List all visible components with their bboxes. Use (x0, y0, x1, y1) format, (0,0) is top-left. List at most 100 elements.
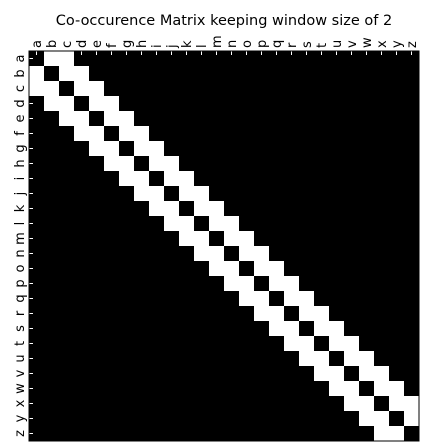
heatmap-cell-q-m (209, 291, 225, 307)
heatmap-cell-n-r (284, 246, 300, 262)
heatmap-cell-o-y (389, 261, 405, 277)
heatmap-cell-b-y (389, 66, 405, 82)
heatmap-cell-e-v (344, 111, 360, 127)
heatmap-cell-d-c (59, 96, 75, 112)
heatmap-cell-s-y (389, 321, 405, 337)
x-tick-label-t: t (315, 43, 330, 48)
heatmap-cell-x-h (134, 396, 150, 412)
heatmap-cell-f-y (389, 126, 405, 142)
heatmap-cell-d-s (299, 96, 315, 112)
heatmap-cell-n-m (209, 246, 225, 262)
heatmap-cell-r-l (194, 306, 210, 322)
heatmap-cell-j-k (179, 186, 195, 202)
heatmap-cell-a-j (164, 51, 180, 67)
heatmap-cell-z-l (194, 426, 210, 442)
heatmap-cell-y-u (329, 411, 345, 427)
heatmap-cell-c-i (149, 81, 165, 97)
heatmap-cell-k-v (344, 201, 360, 217)
heatmap-cell-l-c (59, 216, 75, 232)
heatmap-cell-u-l (194, 351, 210, 367)
heatmap-cell-z-q (269, 426, 285, 442)
heatmap-cell-o-q (269, 261, 285, 277)
heatmap-cell-d-v (344, 96, 360, 112)
heatmap-cell-r-d (74, 306, 90, 322)
chart-title: Co-occurence Matrix keeping window size … (56, 13, 392, 29)
heatmap-cell-g-u (329, 141, 345, 157)
heatmap-cell-h-c (59, 156, 75, 172)
heatmap-cell-s-h (134, 321, 150, 337)
heatmap-cell-e-f (104, 111, 120, 127)
heatmap-cell-m-z (404, 231, 420, 247)
heatmap-cell-j-y (389, 186, 405, 202)
heatmap-cell-v-m (209, 366, 225, 382)
heatmap-cell-m-x (374, 231, 390, 247)
y-tick-label-l: l (13, 222, 28, 226)
x-tick-label-q: q (270, 40, 285, 48)
heatmap-cell-g-k (179, 141, 195, 157)
heatmap-cell-z-r (284, 426, 300, 442)
heatmap-cell-p-u (329, 276, 345, 292)
heatmap-cell-f-k (179, 126, 195, 142)
heatmap-cell-o-g (119, 261, 135, 277)
heatmap-cell-i-a (29, 171, 45, 187)
heatmap-cell-e-j (164, 111, 180, 127)
heatmap-cell-c-g (119, 81, 135, 97)
heatmap-cell-q-c (59, 291, 75, 307)
heatmap-cell-s-z (404, 321, 420, 337)
heatmap-cell-q-y (389, 291, 405, 307)
heatmap-cell-h-l (194, 156, 210, 172)
heatmap-cell-h-t (314, 156, 330, 172)
heatmap-cell-r-g (119, 306, 135, 322)
heatmap-cell-l-x (374, 216, 390, 232)
heatmap-cell-o-o (239, 261, 255, 277)
heatmap-cell-m-d (74, 231, 90, 247)
heatmap-cell-i-d (74, 171, 90, 187)
heatmap-cell-l-a (29, 216, 45, 232)
heatmap-cell-c-x (374, 81, 390, 97)
heatmap-cell-q-l (194, 291, 210, 307)
heatmap-cell-v-o (239, 366, 255, 382)
heatmap-cell-v-h (134, 366, 150, 382)
heatmap-cell-x-r (284, 396, 300, 412)
heatmap-cell-a-y (389, 51, 405, 67)
heatmap-cell-j-d (74, 186, 90, 202)
heatmap-cell-c-m (209, 81, 225, 97)
heatmap-cell-m-a (29, 231, 45, 247)
y-tick-label-w: w (13, 383, 28, 394)
heatmap-cell-d-x (374, 96, 390, 112)
heatmap-cell-e-h (134, 111, 150, 127)
heatmap-cell-c-z (404, 81, 420, 97)
heatmap-cell-a-l (194, 51, 210, 67)
heatmap-cell-d-d (74, 96, 90, 112)
heatmap-cell-b-p (254, 66, 270, 82)
heatmap-cell-e-a (29, 111, 45, 127)
heatmap-cell-p-w (359, 276, 375, 292)
heatmap-cell-k-s (299, 201, 315, 217)
heatmap-cell-c-t (314, 81, 330, 97)
heatmap-cells (29, 51, 420, 442)
heatmap-cell-p-g (119, 276, 135, 292)
heatmap-cell-l-r (284, 216, 300, 232)
heatmap-cell-l-u (329, 216, 345, 232)
heatmap-cell-x-u (329, 396, 345, 412)
heatmap-cell-h-p (254, 156, 270, 172)
heatmap-cell-m-e (89, 231, 105, 247)
heatmap-cell-b-k (179, 66, 195, 82)
heatmap-cell-h-s (299, 156, 315, 172)
heatmap-cell-n-o (239, 246, 255, 262)
heatmap-cell-w-g (119, 381, 135, 397)
heatmap-cell-y-q (269, 411, 285, 427)
heatmap-cell-v-i (149, 366, 165, 382)
heatmap-cell-m-b (44, 231, 60, 247)
y-tick-label-e: e (13, 115, 28, 123)
heatmap-cell-t-j (164, 336, 180, 352)
heatmap-cell-m-o (239, 231, 255, 247)
y-tick-label-t: t (13, 341, 28, 346)
heatmap-cell-q-j (164, 291, 180, 307)
heatmap-cell-w-t (314, 381, 330, 397)
x-tick-label-p: p (255, 40, 270, 48)
heatmap-cell-g-w (359, 141, 375, 157)
heatmap-cell-e-m (209, 111, 225, 127)
